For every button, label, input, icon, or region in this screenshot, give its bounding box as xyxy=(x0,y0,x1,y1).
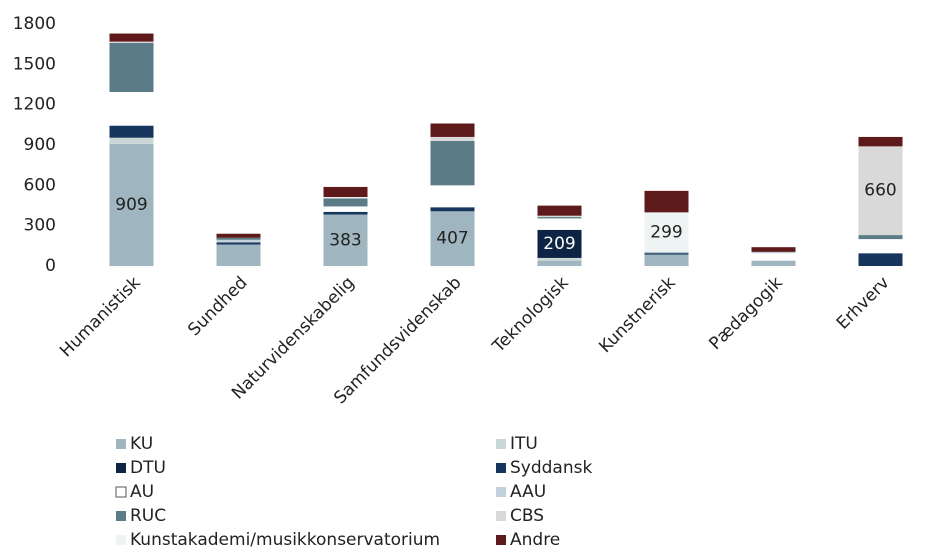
y-tick-label: 900 xyxy=(24,135,56,155)
data-label: 383 xyxy=(329,230,361,250)
legend-label: CBS xyxy=(510,506,544,526)
legend-swatch xyxy=(116,511,126,521)
bar-segment xyxy=(751,253,796,261)
bar-segment xyxy=(216,237,261,240)
legend-label: AU xyxy=(130,482,154,502)
data-label: 407 xyxy=(436,229,468,249)
bar-segment xyxy=(751,247,796,252)
legend-swatch xyxy=(496,463,506,473)
bar-segment xyxy=(109,33,154,42)
legend-label: ITU xyxy=(510,434,538,454)
bar-segment xyxy=(537,217,582,219)
bar-segment xyxy=(430,207,475,212)
bar-segment xyxy=(109,41,154,43)
legend-swatch xyxy=(496,535,506,545)
x-tick-label: Sundhed xyxy=(184,273,251,340)
y-tick-label: 1800 xyxy=(13,14,56,34)
legend-swatch xyxy=(115,486,127,498)
bar-segment xyxy=(323,206,368,212)
bar-segment xyxy=(109,92,154,126)
y-tick-label: 1200 xyxy=(13,95,56,115)
x-tick-label: Kunstnerisk xyxy=(595,273,679,357)
bar-segment xyxy=(216,233,261,238)
bar-segment xyxy=(109,125,154,138)
legend-label: Andre xyxy=(510,530,560,550)
bar-segment xyxy=(216,239,261,243)
bar-segment xyxy=(430,123,475,137)
bar-segment xyxy=(430,136,475,141)
bar-segment xyxy=(109,42,154,93)
x-tick-label: Pædagogik xyxy=(705,273,786,354)
bar-segment xyxy=(537,205,582,216)
bar-segment xyxy=(644,253,689,255)
bar-segment xyxy=(430,211,475,266)
legend-swatch xyxy=(496,511,506,521)
data-label: 660 xyxy=(864,181,896,201)
bar-segment xyxy=(323,186,368,198)
bar-segment xyxy=(644,212,689,253)
bar-segment xyxy=(537,229,582,258)
y-tick-label: 300 xyxy=(24,216,56,236)
bar-segment xyxy=(858,253,903,266)
y-tick-label: 600 xyxy=(24,175,56,195)
legend-label: Syddansk xyxy=(510,458,592,478)
bar-segment xyxy=(109,143,154,266)
bar-segment xyxy=(644,190,689,213)
bar-segment xyxy=(109,137,154,144)
bar-segment xyxy=(323,211,368,215)
legend-label: DTU xyxy=(130,458,166,478)
bar-segment xyxy=(858,136,903,147)
x-tick-label: Humanistisk xyxy=(56,273,144,361)
bar-segment xyxy=(216,244,261,266)
bar-segment xyxy=(537,218,582,230)
bar-segment xyxy=(323,197,368,199)
bar-segment xyxy=(430,185,475,208)
x-tick-label: Teknologisk xyxy=(488,273,572,357)
bar-segment xyxy=(323,198,368,207)
bar-segment xyxy=(644,252,689,254)
data-label: 209 xyxy=(543,234,575,254)
bar-segment xyxy=(858,239,903,254)
bar-segment xyxy=(751,251,796,254)
legend-label: AAU xyxy=(510,482,546,502)
bar-segment xyxy=(323,214,368,266)
bar-segment xyxy=(751,260,796,266)
bar-segment xyxy=(216,242,261,245)
bar-segment xyxy=(537,257,582,261)
legend-swatch xyxy=(116,463,126,473)
legend-label: Kunstakademi/musikkonservatorium xyxy=(130,530,440,550)
y-tick-label: 1500 xyxy=(13,54,56,74)
legend-swatch xyxy=(116,439,126,449)
x-tick-label: Naturvidenskabelig xyxy=(228,273,359,404)
legend-label: KU xyxy=(130,434,153,454)
y-tick-label: 0 xyxy=(45,256,56,276)
bar-segment xyxy=(537,215,582,218)
legend-swatch xyxy=(496,439,506,449)
bar-segment xyxy=(644,254,689,266)
bar-segment xyxy=(858,235,903,240)
bar-segment xyxy=(537,260,582,266)
x-tick-label: Erhverv xyxy=(833,273,894,334)
legend-swatch xyxy=(116,535,126,545)
bar-segment xyxy=(858,146,903,236)
bar-segment xyxy=(430,140,475,186)
legend-label: RUC xyxy=(130,506,166,526)
data-label: 299 xyxy=(650,222,682,242)
legend-swatch xyxy=(496,487,506,497)
data-label: 909 xyxy=(115,195,147,215)
